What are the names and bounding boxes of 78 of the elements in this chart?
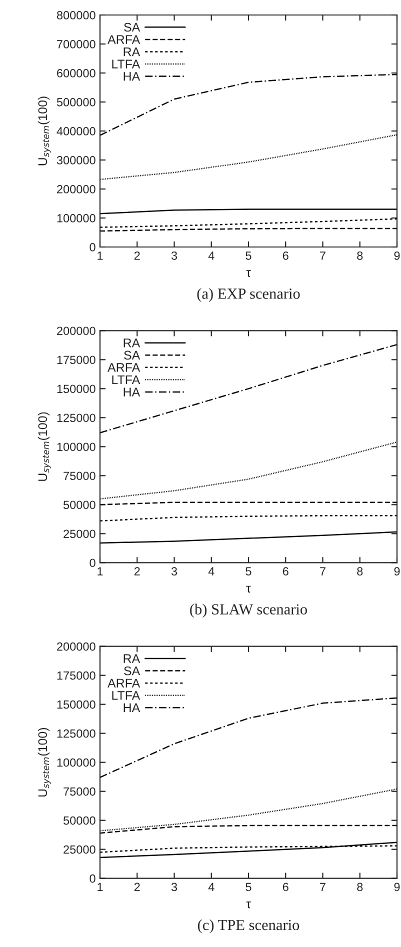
x-tick-label: 9 xyxy=(394,251,400,260)
y-tick-label: 75000 xyxy=(64,472,96,480)
y-tick-label: 175000 xyxy=(57,356,96,364)
y-tick-label: 300000 xyxy=(56,156,96,164)
y-tick-label: 125000 xyxy=(57,414,96,422)
x-tick-label: 8 xyxy=(357,251,363,260)
x-tick-label: 6 xyxy=(282,567,288,576)
text: (b) SLAW scenario xyxy=(190,604,307,618)
legend-label: LTFA xyxy=(112,375,140,384)
x-tick-label: 8 xyxy=(357,882,363,892)
x-tick-label: 3 xyxy=(171,567,178,576)
legend-label: LTFA xyxy=(112,60,140,68)
y-tick-label: 800000 xyxy=(56,11,96,20)
x-axis-title: τ xyxy=(246,586,251,593)
y-tick-label: 25000 xyxy=(64,845,96,854)
x-tick-label: 3 xyxy=(171,882,178,892)
x-tick-label: 2 xyxy=(134,567,140,576)
x-tick-label: 2 xyxy=(134,882,140,892)
y-tick-label: 500000 xyxy=(56,98,96,106)
y-tick-label: 50000 xyxy=(63,500,96,510)
y-tick-label: 400000 xyxy=(56,127,96,136)
y-tick-label: 600000 xyxy=(57,69,96,78)
y-tick-label: 0 xyxy=(90,243,96,252)
legend-label: HA xyxy=(124,388,140,396)
y-axis-title: U$_{system}$(100) xyxy=(38,728,51,797)
x-tick-label: 3 xyxy=(171,251,178,260)
y-tick-label: 150000 xyxy=(57,700,96,709)
legend-label: ARFA xyxy=(108,35,140,44)
x-tick-label: 7 xyxy=(320,882,326,892)
y-tick-label: 700000 xyxy=(57,40,96,48)
legend-label: HA xyxy=(124,703,140,712)
legend-label: LTFA xyxy=(112,691,140,700)
y-tick-label: 200000 xyxy=(57,185,96,194)
x-tick-label: 9 xyxy=(394,882,400,892)
text: (a) EXP scenario xyxy=(197,288,300,302)
y-axis-title: U$_{system}$(100) xyxy=(38,96,51,166)
x-axis-title: τ xyxy=(246,902,251,908)
legend-label: ARFA xyxy=(108,678,140,688)
x-tick-label: 4 xyxy=(208,882,214,892)
y-tick-label: 75000 xyxy=(64,787,96,796)
x-tick-label: 2 xyxy=(134,251,140,260)
x-tick-label: 1 xyxy=(98,882,103,892)
legend-label: HA xyxy=(124,72,140,81)
legend-label: RA xyxy=(124,338,140,348)
y-tick-label: 150000 xyxy=(57,384,96,394)
x-tick-label: 1 xyxy=(98,567,103,576)
x-tick-label: 9 xyxy=(394,567,400,576)
y-tick-label: 0 xyxy=(90,558,96,568)
x-tick-label: 1 xyxy=(98,252,103,260)
y-tick-label: 100000 xyxy=(57,214,96,222)
y-tick-label: 200000 xyxy=(57,642,96,651)
legend-label: SA xyxy=(124,350,140,360)
x-tick-label: 8 xyxy=(357,567,363,576)
x-tick-label: 5 xyxy=(246,567,252,576)
text: (c) TPE scenario xyxy=(198,919,300,934)
x-tick-label: 4 xyxy=(208,252,214,260)
legend-label: ARFA xyxy=(108,363,140,372)
x-tick-label: 5 xyxy=(246,252,252,260)
x-axis-title: τ xyxy=(246,270,251,277)
y-tick-label: 100000 xyxy=(57,442,96,452)
legend-label: RA xyxy=(124,48,140,56)
legend-label: RA xyxy=(124,654,140,663)
x-tick-label: 6 xyxy=(282,251,288,260)
x-tick-label: 6 xyxy=(282,882,288,892)
y-tick-label: 50000 xyxy=(63,816,96,825)
x-tick-label: 7 xyxy=(320,252,326,260)
y-axis-title: U$_{system}$(100) xyxy=(38,412,51,481)
legend-label: SA xyxy=(124,666,140,676)
y-tick-label: 200000 xyxy=(57,326,96,336)
x-tick-label: 4 xyxy=(208,567,214,576)
x-tick-label: 5 xyxy=(246,882,252,892)
y-tick-label: 25000 xyxy=(64,530,96,538)
y-tick-label: 125000 xyxy=(57,729,96,738)
legend-label: SA xyxy=(124,22,140,32)
x-tick-label: 7 xyxy=(320,567,326,576)
y-tick-label: 0 xyxy=(90,874,96,883)
y-tick-label: 175000 xyxy=(57,671,96,680)
y-tick-label: 100000 xyxy=(57,758,96,767)
